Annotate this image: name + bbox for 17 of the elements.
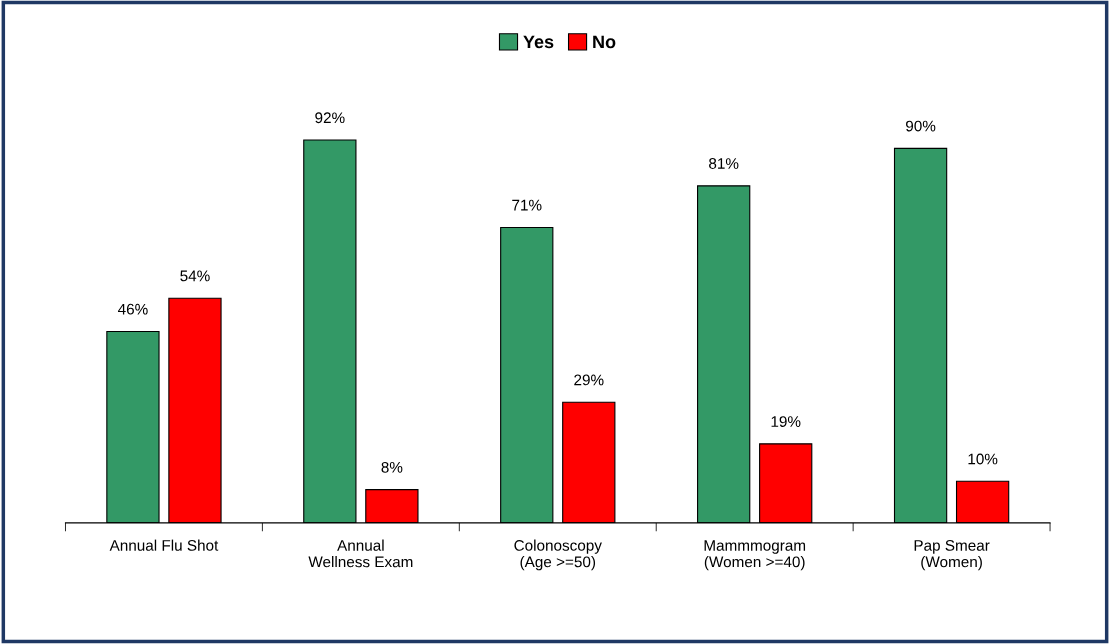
- x-tick-label: Pap Smear (Women): [914, 540, 990, 571]
- data-label: 8%: [381, 461, 403, 473]
- data-label: 92%: [315, 112, 345, 124]
- x-tick-label: Annual Wellness Exam: [308, 539, 413, 568]
- data-label: 29%: [574, 374, 604, 386]
- data-label: 46%: [118, 303, 148, 315]
- x-tick-label: Colonoscopy (Age >=50): [514, 539, 602, 571]
- legend-label: No: [593, 35, 616, 49]
- x-tick-label: Annual Flu Shot: [109, 539, 219, 551]
- data-label: 19%: [771, 416, 801, 427]
- data-label: 81%: [709, 158, 739, 169]
- legend-label: Yes: [523, 35, 554, 49]
- data-label: 90%: [906, 120, 936, 132]
- data-label: 10%: [968, 453, 998, 465]
- data-label: 54%: [180, 270, 210, 282]
- x-tick-label: Mammmogram (Women >=40): [704, 540, 806, 571]
- data-label: 71%: [512, 199, 542, 211]
